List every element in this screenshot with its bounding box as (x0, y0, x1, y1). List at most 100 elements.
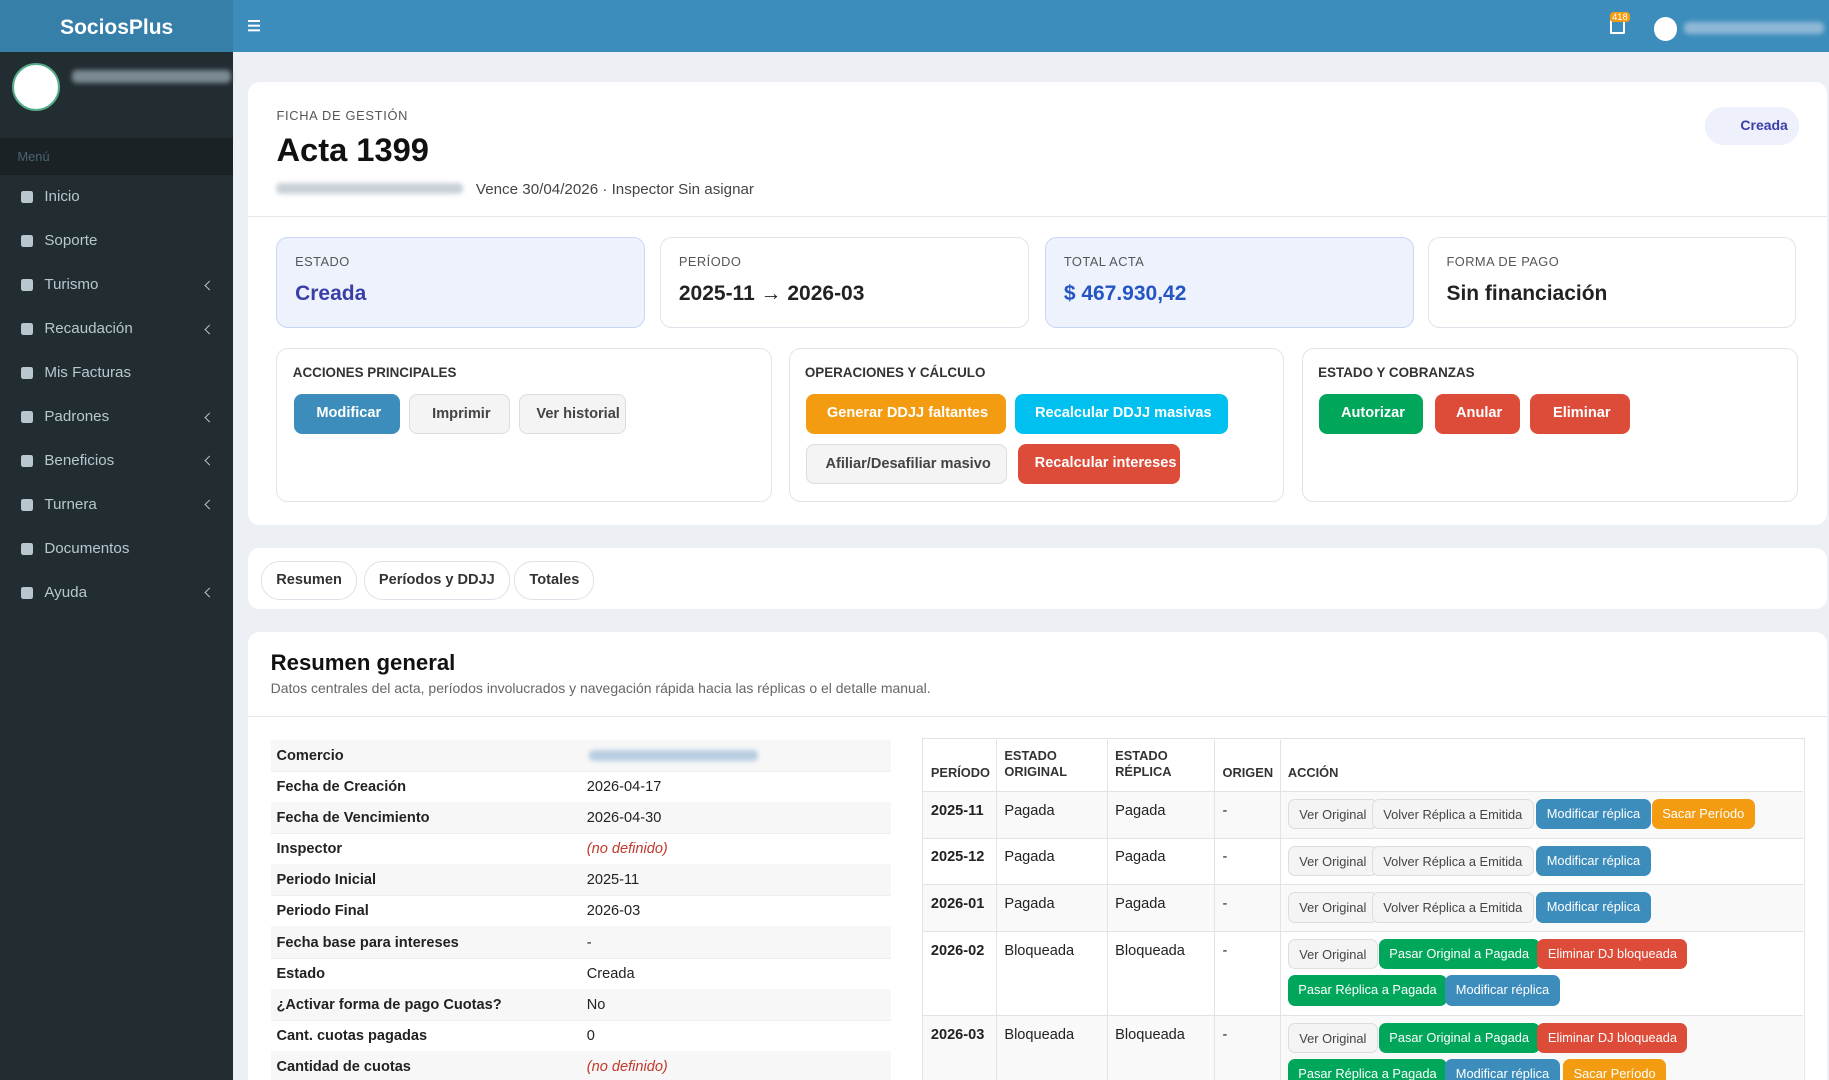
action-button[interactable]: Eliminar (1530, 394, 1630, 434)
table-header: PERÍODO (930, 765, 991, 781)
table-cell: 2026-01 (930, 895, 985, 912)
divider (248, 215, 1827, 217)
tab[interactable]: Períodos y DDJJ (363, 561, 510, 601)
menu-icon (20, 499, 33, 511)
action-button[interactable]: Modificar (293, 394, 401, 434)
row-value: 2026-04-30 (586, 810, 662, 827)
table-cell: Bloqueada (1004, 1026, 1075, 1043)
table-cell: 2026-02 (930, 942, 985, 959)
menu-label: Inicio (44, 188, 80, 206)
row-action[interactable]: Ver Original (1287, 1023, 1378, 1054)
row-action[interactable]: Pasar Réplica a Pagada (1287, 975, 1448, 1006)
menu-item[interactable]: Recaudación (0, 308, 233, 350)
status-badge: Creada (1705, 107, 1800, 145)
action-button[interactable]: Anular (1434, 394, 1520, 434)
menu-icon (20, 543, 33, 555)
row-action[interactable]: Pasar Original a Pagada (1378, 1023, 1540, 1054)
row-label: Cant. cuotas pagadas (276, 1028, 428, 1045)
stat-value: Creada (295, 282, 367, 306)
action-button[interactable]: Recalcular intereses (1018, 444, 1181, 485)
row-action[interactable]: Modificar réplica (1536, 892, 1651, 923)
header-meta: Vence 30/04/2026 · Inspector Sin asignar (475, 180, 754, 198)
row-action[interactable]: Ver Original (1287, 799, 1378, 830)
action-button[interactable]: Recalcular DDJJ masivas (1014, 394, 1229, 434)
row-action[interactable]: Modificar réplica (1536, 799, 1651, 830)
menu-label: Beneficios (44, 452, 115, 469)
row-action[interactable]: Pasar Réplica a Pagada (1287, 1059, 1448, 1080)
menu-item[interactable]: Turnera (0, 484, 233, 526)
menu-item[interactable]: Mis Facturas (0, 352, 233, 394)
row-action[interactable]: Sacar Período (1651, 799, 1755, 830)
row-action[interactable]: Volver Réplica a Emitida (1371, 799, 1534, 830)
row-value: (no definido) (586, 841, 668, 858)
summary-row (270, 833, 892, 866)
table-cell: - (1222, 802, 1228, 819)
table-header: ORIGEN (1222, 765, 1274, 781)
row-action[interactable]: Ver Original (1287, 892, 1378, 923)
topbar: 418 (233, 0, 1829, 53)
action-button[interactable]: Imprimir (409, 394, 510, 434)
menu-icon (20, 367, 33, 379)
chevron (205, 412, 215, 422)
row-action[interactable]: Eliminar DJ bloqueada (1537, 1023, 1688, 1054)
menu-item[interactable]: Soporte (0, 220, 233, 262)
summary-row (270, 988, 892, 1021)
menu-icon (20, 411, 33, 423)
summary-row (270, 801, 892, 834)
brand[interactable]: SociosPlus (0, 0, 234, 53)
action-button[interactable]: Ver historial (519, 394, 627, 434)
table-cell: Pagada (1004, 802, 1055, 819)
row-action[interactable]: Modificar réplica (1445, 1059, 1560, 1080)
action-button[interactable]: Generar DDJJ faltantes (806, 394, 1006, 434)
menu-item[interactable]: Documentos (0, 528, 233, 570)
summary-row (270, 864, 892, 897)
row-action[interactable]: Volver Réplica a Emitida (1371, 845, 1534, 877)
section-title: Resumen general (270, 649, 456, 675)
row-action[interactable]: Sacar Período (1563, 1059, 1667, 1080)
tab[interactable]: Totales (514, 561, 595, 601)
row-action[interactable]: Modificar réplica (1536, 845, 1651, 877)
menu-item[interactable]: Turismo (0, 264, 233, 306)
table-cell: Pagada (1004, 895, 1055, 912)
sidebar (0, 0, 234, 1080)
stat-label: FORMA DE PAGO (1446, 254, 1560, 270)
row-action[interactable]: Pasar Original a Pagada (1378, 939, 1540, 970)
summary-row (270, 1051, 892, 1080)
merchant-name (276, 183, 464, 194)
stat-value: 2025-11 → 2026-03 (678, 282, 865, 306)
section-subtitle: Datos centrales del acta, períodos invol… (270, 680, 931, 697)
menu-toggle[interactable] (248, 19, 261, 23)
action-button[interactable]: Autorizar (1319, 394, 1424, 434)
row-value: - (586, 934, 592, 951)
row-label: Fecha de Vencimiento (276, 810, 430, 827)
row-value: No (586, 996, 606, 1013)
avatar[interactable] (1654, 17, 1678, 41)
stat-label: TOTAL ACTA (1063, 254, 1145, 270)
menu-item[interactable]: Beneficios (0, 440, 233, 482)
tab[interactable]: Resumen (261, 561, 357, 601)
row-action[interactable]: Ver Original (1287, 845, 1378, 877)
summary-row (270, 739, 892, 772)
action-group-title: ACCIONES PRINCIPALES (292, 365, 457, 381)
stat-box (660, 236, 1029, 328)
row-action[interactable]: Ver Original (1287, 939, 1378, 970)
menu-item[interactable]: Inicio (0, 176, 233, 218)
table-row (922, 837, 1804, 886)
menu-item[interactable]: Padrones (0, 396, 233, 438)
menu-item[interactable]: Ayuda (0, 572, 233, 614)
table-cell: - (1222, 1026, 1228, 1043)
stat-label: PERÍODO (678, 254, 742, 270)
row-action[interactable]: Modificar réplica (1445, 975, 1560, 1006)
user-name (1684, 22, 1825, 34)
stat-value: $ 467.930,42 (1063, 282, 1187, 306)
row-action[interactable]: Volver Réplica a Emitida (1371, 892, 1534, 923)
row-value: 2026-03 (586, 903, 641, 920)
row-action[interactable]: Eliminar DJ bloqueada (1537, 939, 1688, 970)
action-group-title: ESTADO Y COBRANZAS (1318, 365, 1475, 381)
row-label: Comercio (276, 747, 344, 764)
action-button[interactable]: Afiliar/Desafiliar masivo (806, 444, 1007, 485)
column-divider (1107, 739, 1109, 1080)
table-header: ESTADO RÉPLICA (1115, 747, 1172, 780)
row-value: 0 (586, 1028, 595, 1045)
